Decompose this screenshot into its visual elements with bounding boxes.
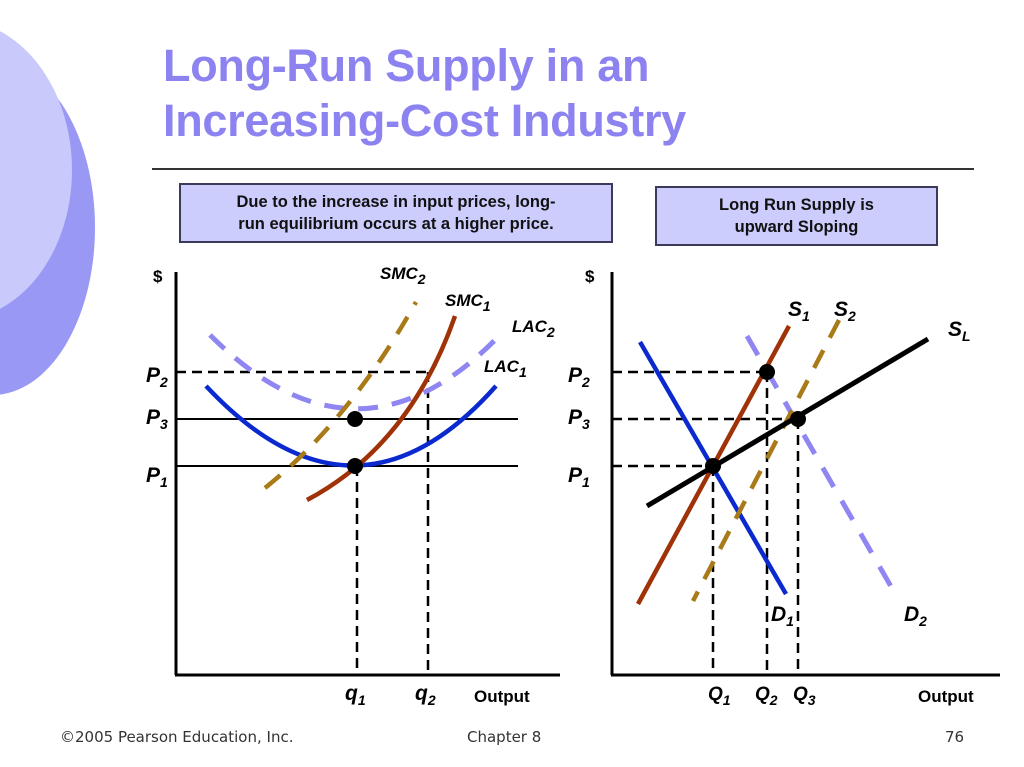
footer-page-number: 76 <box>945 728 965 746</box>
firm-equilibrium-p1 <box>347 458 363 474</box>
slide-title: Long-Run Supply in an Increasing-Cost In… <box>163 38 686 148</box>
firm-lac2-curve <box>208 333 497 412</box>
firm-label-smc1: SMC1 <box>445 291 491 314</box>
industry-sl-curve <box>645 336 930 509</box>
industry-y-tick-p3: P3 <box>568 406 590 432</box>
industry-chart: $ Output P2 P3 P1 Q1 Q2 Q3 S1 S2 S <box>568 267 1000 708</box>
industry-label-s1: S1 <box>788 298 810 324</box>
industry-s2-curve <box>691 318 841 603</box>
industry-equilibrium-1 <box>705 458 721 474</box>
firm-label-lac2: LAC2 <box>512 317 555 340</box>
industry-x-axis-label: Output <box>918 687 974 706</box>
firm-y-axis-label: $ <box>153 267 163 286</box>
note-left-line-2: run equilibrium occurs at a higher price… <box>238 215 554 233</box>
industry-label-d2: D2 <box>904 603 927 629</box>
industry-y-tick-p1: P1 <box>568 464 590 490</box>
industry-equilibrium-3 <box>790 411 806 427</box>
firm-label-lac1: LAC1 <box>484 357 527 380</box>
firm-smc1-curve <box>305 315 458 502</box>
note-higher-price: Due to the increase in input prices, lon… <box>179 183 613 243</box>
industry-label-d1: D1 <box>771 603 794 629</box>
firm-smc2-curve <box>263 300 418 490</box>
footer-copyright: ©2005 Pearson Education, Inc. <box>60 728 294 746</box>
note-right-line-2: upward Sloping <box>734 218 859 236</box>
firm-chart: $ Output P2 P3 P1 q1 q2 SMC2 SMC1 LAC2 L… <box>146 264 560 708</box>
footer-chapter: Chapter 8 <box>467 728 542 746</box>
note-left-line-1: Due to the increase in input prices, lon… <box>236 193 556 211</box>
industry-x-tick-q1: Q1 <box>708 684 731 708</box>
firm-x-axis-label: Output <box>474 687 530 706</box>
industry-y-tick-p2: P2 <box>568 364 590 390</box>
industry-equilibrium-2 <box>759 364 775 380</box>
industry-x-tick-q2: Q2 <box>755 684 778 708</box>
firm-y-tick-p2: P2 <box>146 364 168 390</box>
firm-x-tick-q1: q1 <box>345 682 366 708</box>
firm-equilibrium-p3 <box>347 411 363 427</box>
industry-label-s2: S2 <box>834 298 856 324</box>
industry-x-tick-q3: Q3 <box>793 684 816 708</box>
title-divider <box>152 168 974 170</box>
note-upward-sloping: Long Run Supply is upward Sloping <box>655 186 938 246</box>
industry-y-axis-label: $ <box>585 267 595 286</box>
firm-y-tick-p1: P1 <box>146 464 168 490</box>
firm-x-tick-q2: q2 <box>415 682 436 708</box>
firm-label-smc2: SMC2 <box>380 264 426 287</box>
title-line-1: Long-Run Supply in an <box>163 40 650 91</box>
title-line-2: Increasing-Cost Industry <box>163 95 686 146</box>
note-right-line-1: Long Run Supply is <box>719 196 874 214</box>
firm-y-tick-p3: P3 <box>146 406 168 432</box>
industry-label-sl: SL <box>948 318 971 344</box>
